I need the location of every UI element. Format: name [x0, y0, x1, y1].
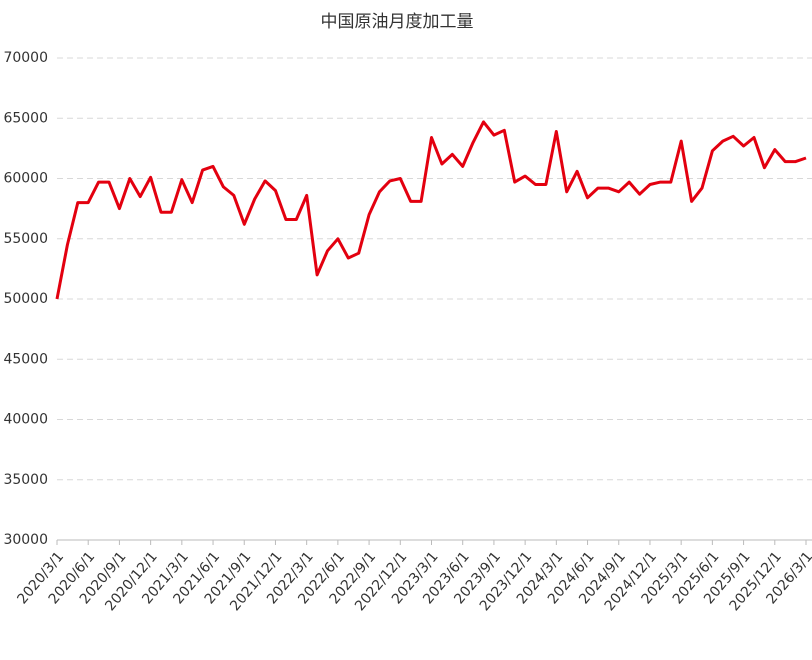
y-tick-label: 50000	[3, 291, 48, 307]
chart-title: 中国原油月度加工量	[321, 12, 474, 32]
y-tick-label: 45000	[3, 351, 48, 367]
data-line	[55, 120, 807, 300]
y-tick-label: 55000	[3, 231, 48, 247]
y-tick-label: 65000	[3, 110, 48, 126]
y-tick-label: 30000	[3, 532, 48, 548]
y-tick-label: 40000	[3, 412, 48, 428]
y-tick-label: 70000	[3, 50, 48, 66]
y-tick-label: 60000	[3, 171, 48, 187]
y-tick-label: 35000	[3, 472, 48, 488]
